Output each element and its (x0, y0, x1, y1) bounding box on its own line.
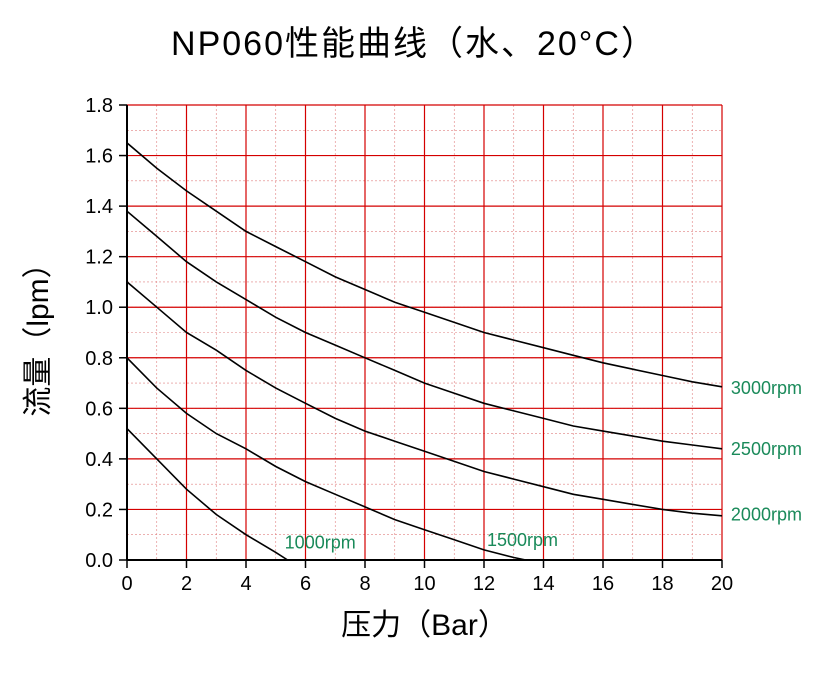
y-axis-label: 流量（lpm） (22, 248, 55, 416)
y-tick-label: 0.2 (85, 499, 113, 521)
chart-title: NP060性能曲线（水、20°C） (171, 25, 657, 63)
x-tick-label: 10 (413, 573, 435, 595)
x-tick-label: 8 (359, 573, 370, 595)
chart-container: 0 2 4 6 8 10 12 14 16 18 20 0.0 0.2 0.4 0.6 0.8 1.0 1.2 1.… (0, 0, 829, 690)
x-axis-label: 压力（Bar） (341, 609, 508, 642)
x-tick-label: 12 (473, 573, 495, 595)
x-tick-label: 6 (300, 573, 311, 595)
x-tick-label: 4 (240, 573, 251, 595)
y-tick-label: 0.6 (85, 398, 113, 420)
series-label-3000rpm: 3000rpm (731, 378, 802, 398)
x-tick-label: 0 (121, 573, 132, 595)
y-tick-label: 1.2 (85, 247, 113, 269)
x-tick-label: 14 (532, 573, 554, 595)
y-tick-label: 0.8 (85, 348, 113, 370)
x-tick-label: 2 (181, 573, 192, 595)
x-tick-label: 20 (711, 573, 733, 595)
series-label-1500rpm: 1500rpm (487, 530, 558, 550)
series-label-2500rpm: 2500rpm (731, 439, 802, 459)
x-tick-label: 18 (651, 573, 673, 595)
y-tick-label: 1.8 (85, 95, 113, 117)
y-tick-label: 0.0 (85, 550, 113, 572)
y-tick-label: 0.4 (85, 449, 113, 471)
y-tick-label: 1.6 (85, 146, 113, 168)
x-tick-label: 16 (592, 573, 614, 595)
performance-chart: 0 2 4 6 8 10 12 14 16 18 20 0.0 0.2 0.4 0.6 0.8 1.0 1.2 1.… (0, 0, 829, 690)
series-label-1000rpm: 1000rpm (285, 532, 356, 552)
y-tick-label: 1.0 (85, 297, 113, 319)
y-tick-label: 1.4 (85, 196, 113, 218)
series-label-2000rpm: 2000rpm (731, 505, 802, 525)
